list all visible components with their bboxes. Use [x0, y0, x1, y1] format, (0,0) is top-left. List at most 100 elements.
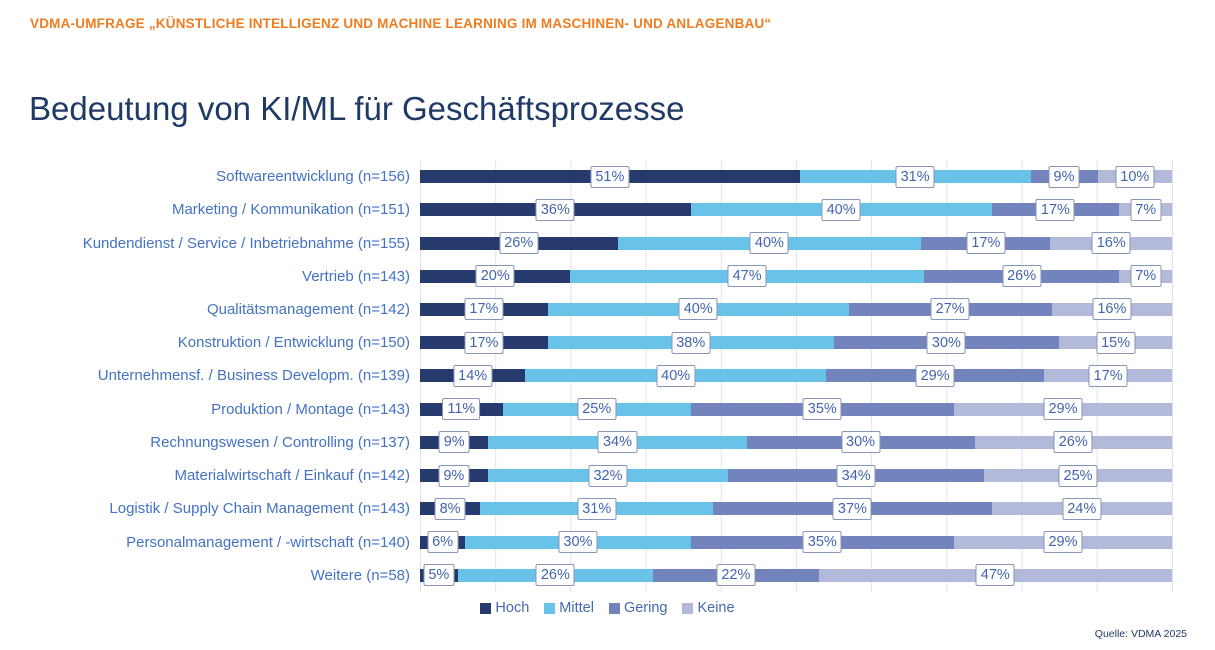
bar-track: 11% 25% 35% 29%	[420, 398, 1172, 421]
data-label: 17%	[464, 331, 504, 354]
chart-legend: Hoch Mittel Gering Keine	[0, 600, 1215, 616]
legend-label: Gering	[623, 600, 668, 616]
data-label: 17%	[464, 298, 504, 321]
legend-swatch-icon	[682, 602, 694, 614]
bar-segment-keine: 16%	[1051, 298, 1172, 321]
data-label: 24%	[1062, 497, 1102, 520]
data-label: 7%	[1130, 265, 1162, 288]
data-label: 51%	[590, 165, 630, 188]
bar-segment-hoch: 20%	[420, 265, 571, 288]
bar-segment-keine: 15%	[1059, 331, 1172, 354]
bar-segment-keine: 24%	[991, 497, 1172, 520]
bar-segment-keine: 7%	[1119, 198, 1172, 221]
data-label: 30%	[558, 531, 598, 554]
category-label: Unternehmensf. / Business Developm. (n=1…	[97, 367, 410, 385]
bar-segment-hoch: 14%	[420, 364, 526, 387]
data-label: 26%	[1002, 265, 1042, 288]
data-label: 6%	[427, 531, 459, 554]
data-label: 17%	[1088, 364, 1128, 387]
data-label: 14%	[453, 364, 493, 387]
chart-row: Softwareentwicklung (n=156) 51% 31% 9% 10%	[30, 160, 1172, 193]
stacked-bar-chart: Softwareentwicklung (n=156) 51% 31% 9% 10% Ma…	[30, 160, 1173, 592]
chart-row: Unternehmensf. / Business Developm. (n=1…	[30, 359, 1172, 392]
chart-row: Weitere (n=58) 5% 26% 22% 47%	[30, 559, 1172, 592]
category-label: Qualitätsmanagement (n=142)	[206, 300, 410, 318]
chart-row: Vertrieb (n=143) 20% 47% 26% 7%	[30, 260, 1172, 293]
chart-row: Materialwirtschaft / Einkauf (n=142) 9% 32…	[30, 459, 1173, 492]
legend-label: Hoch	[495, 600, 530, 616]
data-label: 32%	[588, 464, 628, 487]
bar-segment-hoch: 9%	[420, 431, 489, 454]
data-label: 30%	[926, 331, 966, 354]
data-label: 35%	[802, 531, 842, 554]
bar-track: 9% 34% 30% 26%	[420, 431, 1172, 454]
bar-segment-mittel: 26%	[457, 564, 654, 587]
bar-track: 20% 47% 26% 7%	[420, 265, 1172, 288]
legend-swatch-icon	[544, 602, 556, 614]
legend-swatch-icon	[480, 602, 492, 614]
bar-segment-mittel: 25%	[502, 398, 691, 421]
bar-track: 14% 40% 29% 17%	[420, 364, 1172, 387]
bar-segment-mittel: 40%	[525, 364, 827, 387]
bar-segment-keine: 26%	[974, 431, 1172, 454]
data-label: 35%	[802, 398, 842, 421]
bar-segment-mittel: 31%	[799, 165, 1031, 188]
data-label: 40%	[678, 298, 718, 321]
legend-label: Mittel	[559, 600, 594, 616]
bar-track: 8% 31% 37% 24%	[420, 497, 1172, 520]
bar-segment-keine: 16%	[1050, 232, 1172, 255]
bar-segment-gering: 22%	[653, 564, 819, 587]
data-label: 31%	[895, 165, 935, 188]
data-label: 16%	[1092, 298, 1132, 321]
bar-segment-keine: 29%	[953, 398, 1172, 421]
data-label: 7%	[1130, 198, 1162, 221]
bar-segment-gering: 37%	[713, 497, 992, 520]
data-label: 29%	[1043, 531, 1083, 554]
bar-segment-gering: 17%	[921, 232, 1051, 255]
data-label: 17%	[966, 232, 1006, 255]
data-label: 38%	[671, 331, 711, 354]
data-label: 25%	[577, 398, 617, 421]
bar-segment-gering: 29%	[826, 364, 1045, 387]
legend-swatch-icon	[608, 602, 620, 614]
category-label: Rechnungswesen / Controlling (n=137)	[150, 433, 410, 451]
bar-segment-hoch: 36%	[420, 198, 691, 221]
chart-row: Kundendienst / Service / Inbetriebnahme …	[30, 226, 1172, 259]
chart-row: Rechnungswesen / Controlling (n=137) 9% 34…	[30, 426, 1172, 459]
bar-segment-gering: 9%	[1030, 165, 1098, 188]
chart-rows: Softwareentwicklung (n=156) 51% 31% 9% 10% Ma…	[30, 160, 1173, 592]
data-label: 47%	[975, 564, 1015, 587]
data-label: 22%	[716, 564, 756, 587]
category-label: Weitere (n=58)	[310, 566, 410, 584]
bar-segment-keine: 17%	[1044, 364, 1172, 387]
category-label: Softwareentwicklung (n=156)	[216, 168, 410, 186]
bar-track: 26% 40% 17% 16%	[420, 232, 1172, 255]
bar-segment-keine: 29%	[953, 531, 1172, 554]
data-label: 26%	[499, 232, 539, 255]
category-label: Kundendienst / Service / Inbetriebnahme …	[82, 234, 410, 252]
category-label: Logistik / Supply Chain Management (n=14…	[109, 500, 410, 518]
bar-segment-mittel: 38%	[547, 331, 834, 354]
data-label: 40%	[821, 198, 861, 221]
bar-segment-mittel: 40%	[690, 198, 992, 221]
bar-segment-hoch: 26%	[420, 232, 618, 255]
bar-segment-keine: 10%	[1097, 165, 1172, 188]
data-label: 9%	[1048, 165, 1080, 188]
survey-kicker: VDMA-UMFRAGE „KÜNSTLICHE INTELLIGENZ UND…	[30, 16, 772, 31]
category-label: Marketing / Kommunikation (n=151)	[171, 201, 410, 219]
data-label: 5%	[423, 564, 455, 587]
data-label: 15%	[1096, 331, 1136, 354]
category-label: Materialwirtschaft / Einkauf (n=142)	[174, 467, 410, 485]
legend-item-gering: Gering	[608, 600, 668, 616]
legend-item-mittel: Mittel	[544, 600, 594, 616]
bar-segment-gering: 35%	[690, 398, 954, 421]
bar-segment-gering: 34%	[728, 464, 985, 487]
bar-segment-hoch: 8%	[420, 497, 481, 520]
data-label: 40%	[656, 364, 696, 387]
data-label: 30%	[841, 431, 881, 454]
chart-row: Produktion / Montage (n=143) 11% 25% 35% 29%	[30, 393, 1172, 426]
data-label: 29%	[915, 364, 955, 387]
data-label: 37%	[832, 497, 872, 520]
data-label: 9%	[438, 464, 470, 487]
data-label: 8%	[434, 497, 466, 520]
